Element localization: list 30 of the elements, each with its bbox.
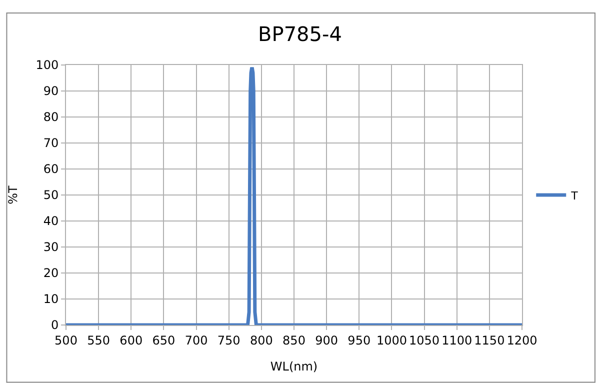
y-tick-label: 40 bbox=[43, 214, 59, 228]
x-tick-label: 700 bbox=[184, 333, 208, 348]
y-tick-label: 70 bbox=[43, 136, 59, 150]
y-tick-label: 30 bbox=[43, 240, 59, 254]
x-tick-label: 750 bbox=[217, 333, 240, 348]
y-tick-label: 50 bbox=[43, 188, 59, 202]
x-tick-label: 1100 bbox=[442, 333, 472, 348]
x-axis-title: WL(nm) bbox=[270, 359, 318, 374]
x-tick-label: 1150 bbox=[474, 333, 505, 348]
x-tick-label: 650 bbox=[152, 333, 176, 348]
x-tick-label: 950 bbox=[348, 333, 371, 348]
y-tick-label: 60 bbox=[43, 162, 59, 176]
chart-title: BP785-4 bbox=[258, 22, 342, 46]
x-tick-label: 1050 bbox=[409, 333, 440, 348]
x-tick-label: 500 bbox=[54, 333, 78, 348]
x-tick-label: 800 bbox=[250, 333, 273, 348]
x-tick-label: 900 bbox=[315, 333, 338, 348]
x-tick-label: 550 bbox=[87, 333, 110, 348]
x-tick-label: 850 bbox=[282, 333, 306, 348]
y-tick-label: 0 bbox=[50, 318, 59, 332]
x-tick-label: 1000 bbox=[376, 333, 407, 348]
legend-label: T bbox=[570, 189, 578, 202]
y-tick-label: 100 bbox=[36, 58, 59, 72]
y-tick-label: 10 bbox=[43, 292, 59, 306]
y-tick-label: 20 bbox=[43, 266, 59, 280]
x-tick-label: 600 bbox=[120, 333, 143, 348]
y-tick-label: 90 bbox=[43, 84, 59, 98]
x-tick-label: 1200 bbox=[506, 333, 538, 348]
y-axis-title: %T bbox=[6, 184, 20, 204]
y-tick-label: 80 bbox=[43, 110, 59, 124]
